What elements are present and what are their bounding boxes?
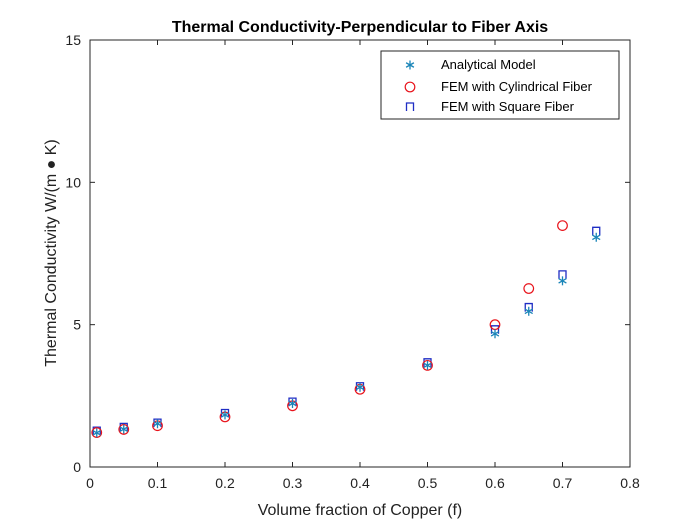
data-point-square-open [490,325,500,334]
legend: Analytical Model FEM with Cylindrical Fi… [380,50,620,120]
y-axis-label: Thermal Conductivity W/(m ● K) [43,139,60,366]
y-tick-label: 0 [73,459,81,475]
legend-label-fem-square-fiber: FEM with Square Fiber [441,99,575,114]
data-point-asterisk [355,382,365,392]
x-ticks: 0 0.1 0.2 0.3 0.4 0.5 0.6 0.7 0.8 [86,40,640,491]
x-tick-label: 0.2 [215,475,235,491]
x-axis-label: Volume fraction of Copper (f) [258,502,463,519]
data-point-asterisk [220,410,230,420]
legend-markers [404,60,416,111]
data-point-circle [422,359,433,371]
y-tick-label: 5 [73,317,81,333]
data-point-asterisk [490,329,500,339]
data-point-circle [91,427,103,438]
series-layer [91,220,601,438]
x-tick-label: 0.6 [485,475,505,491]
data-point-circle [523,283,535,294]
data-point-asterisk [153,419,162,429]
data-point-asterisk [558,276,567,286]
y-tick-label: 10 [65,174,81,190]
series-asterisk [92,232,601,438]
data-point-circle [557,220,568,232]
x-tick-label: 0 [86,475,94,491]
chart-title: Thermal Conductivity-Perpendicular to Fi… [172,19,548,36]
x-tick-label: 0.5 [418,475,438,491]
x-tick-label: 0.8 [620,475,640,491]
legend-marker-circle [404,81,416,93]
data-point-circle [118,424,130,435]
data-point-asterisk [592,232,601,242]
data-point-square-open [592,226,601,236]
y-ticks: 0 5 10 15 [65,32,630,475]
legend-box [380,50,620,120]
data-point-asterisk [92,428,101,438]
data-point-asterisk [524,306,533,316]
y-tick-label: 15 [65,32,81,48]
x-tick-label: 0.3 [283,475,303,491]
legend-label-fem-cylindrical-fiber: FEM with Cylindrical Fiber [441,79,593,94]
legend-marker-asterisk [405,60,415,70]
x-tick-label: 0.7 [553,475,573,491]
data-point-asterisk [119,424,128,434]
data-point-square-open [558,270,567,279]
data-point-asterisk [288,399,297,409]
legend-label-analytical-model: Analytical Model [441,57,536,72]
data-point-asterisk [423,360,432,370]
x-tick-label: 0.1 [148,475,168,491]
data-point-square-open [524,302,533,312]
legend-marker-square-open [405,102,415,111]
x-tick-label: 0.4 [350,475,370,491]
